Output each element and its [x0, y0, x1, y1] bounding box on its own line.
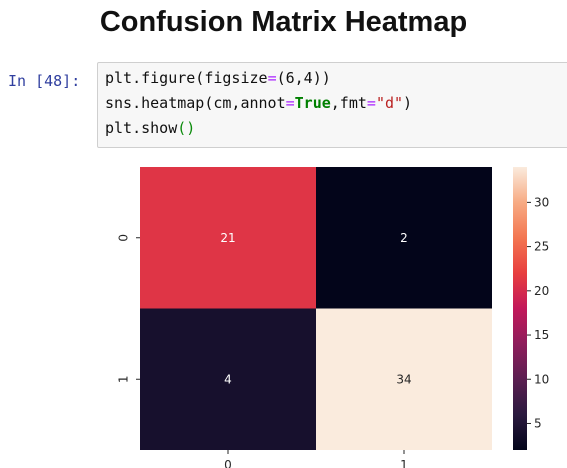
code-cell[interactable]: plt.figure(figsize=(6,4)) sns.heatmap(cm…: [97, 62, 567, 148]
colorbar-tick-label: 30: [534, 195, 549, 209]
cell-annotation: 21: [220, 231, 235, 245]
cell-annotation: 34: [396, 372, 411, 386]
code-token: =: [286, 94, 295, 112]
code-token: plt.figure(figsize: [105, 69, 268, 87]
page-title: Confusion Matrix Heatmap: [0, 6, 567, 39]
code-token: sns.heatmap(cm,annot: [105, 94, 286, 112]
code-token: =: [268, 69, 277, 87]
code-token: "d": [376, 94, 403, 112]
cell-prompt: In [48]:: [8, 72, 80, 90]
cell-annotation: 4: [224, 372, 232, 386]
colorbar-tick-label: 25: [534, 240, 549, 254]
y-tick-label: 1: [117, 375, 131, 383]
code-token: (6,4)): [277, 69, 331, 87]
code-line-2: sns.heatmap(cm,annot=True,fmt="d"): [105, 94, 412, 112]
code-token: =: [367, 94, 376, 112]
x-tick-label: 1: [400, 458, 408, 468]
code-token: True: [295, 94, 331, 112]
cell-annotation: 2: [400, 231, 408, 245]
y-tick-label: 0: [117, 234, 131, 242]
colorbar: [513, 167, 527, 450]
heatmap-chart: 21 2 4 34 0 1 0 1 5 10 15 20 25 30: [0, 150, 567, 468]
x-tick-label: 0: [224, 458, 232, 468]
colorbar-tick-label: 10: [534, 372, 549, 386]
code-token: ): [403, 94, 412, 112]
code-line-1: plt.figure(figsize=(6,4)): [105, 69, 331, 87]
code-line-3: plt.show(): [105, 119, 195, 137]
colorbar-tick-label: 15: [534, 328, 549, 342]
colorbar-tick-label: 5: [534, 416, 542, 430]
code-token: (): [177, 119, 195, 137]
code-token: ,fmt: [331, 94, 367, 112]
colorbar-tick-label: 20: [534, 284, 549, 298]
code-token: plt.show: [105, 119, 177, 137]
